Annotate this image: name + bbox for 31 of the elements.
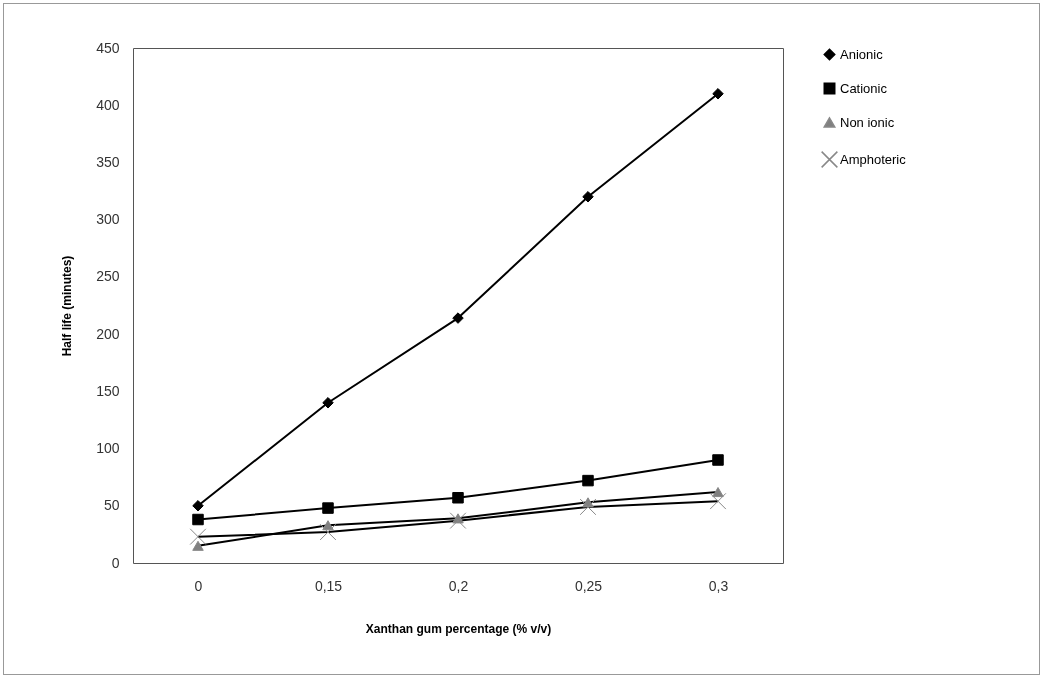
y-tick-label: 400 xyxy=(96,96,120,113)
legend-label: Amphoteric xyxy=(840,151,907,167)
point xyxy=(322,502,334,514)
point xyxy=(192,513,204,526)
point xyxy=(452,312,464,324)
legend-label: Cationic xyxy=(840,80,888,96)
x-tick-label: 0,3 xyxy=(708,577,729,594)
y-axis-title: Half life (minutes) xyxy=(60,255,75,357)
x-tick-label: 0 xyxy=(194,577,203,594)
legend-label: Non ionic xyxy=(840,114,895,130)
legend-label: Anionic xyxy=(840,46,884,62)
y-tick-label: 250 xyxy=(96,268,120,285)
y-tick-label: 0 xyxy=(111,554,120,571)
point xyxy=(712,454,724,466)
point xyxy=(582,191,594,203)
point xyxy=(712,88,724,100)
x-axis-title: Xanthan gum percentage (% v/v) xyxy=(365,621,552,636)
point xyxy=(192,500,204,512)
y-tick-label: 450 xyxy=(96,39,120,56)
point xyxy=(582,474,594,487)
y-tick-label: 200 xyxy=(96,325,120,342)
y-tick-label: 300 xyxy=(96,211,120,228)
x-tick-label: 0,2 xyxy=(448,577,469,594)
y-tick-label: 100 xyxy=(96,440,120,457)
point xyxy=(322,397,334,409)
x-tick-label: 0,15 xyxy=(314,577,343,594)
x-tick-label: 0,25 xyxy=(574,577,603,594)
y-tick-label: 150 xyxy=(96,382,120,399)
point xyxy=(452,492,464,504)
y-tick-label: 50 xyxy=(103,497,120,514)
y-tick-label: 350 xyxy=(96,153,120,170)
